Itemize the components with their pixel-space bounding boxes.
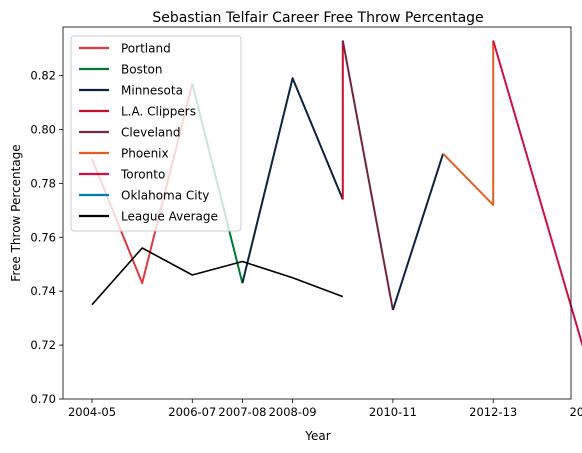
y-tick-label: 0.76 (30, 230, 56, 244)
legend-box (70, 35, 242, 232)
series-line-cleveland (341, 40, 394, 311)
legend: Portland Boston Minnesota L.A. Clippers Clev… (70, 35, 242, 232)
y-tick-label: 0.78 (30, 176, 56, 190)
legend-label: Minnesota (121, 84, 183, 98)
legend-label: Toronto (120, 168, 165, 182)
x-axis-label: Year (304, 429, 330, 443)
y-tick-label: 0.82 (30, 69, 56, 83)
x-tick-label: 2010-11 (369, 405, 417, 419)
series-line-phoenix (442, 40, 495, 206)
x-tick-label: 2008-09 (269, 405, 317, 419)
x-axis: 2004-05 2006-07 2007-08 2008-09 2010-11 2012-… (68, 399, 582, 419)
legend-label: Phoenix (121, 147, 169, 161)
series-line-toronto (492, 40, 582, 348)
series-line-minnesota (391, 153, 445, 311)
x-tick-label: 2006-07 (168, 405, 216, 419)
series-line-minnesota (241, 77, 344, 284)
legend-label: League Average (121, 210, 218, 224)
y-axis: 0.70 0.72 0.74 0.76 0.78 0.80 0.82 (30, 69, 63, 406)
y-tick-label: 0.80 (30, 122, 56, 136)
legend-label: Boston (121, 63, 162, 77)
legend-label: Portland (121, 42, 171, 56)
x-tick-label: 2014-15 (569, 405, 582, 419)
plot-frame (62, 26, 572, 400)
y-axis-label: Free Throw Percentage (9, 144, 23, 281)
legend-label: L.A. Clippers (121, 105, 196, 119)
legend-label: Oklahoma City (121, 189, 209, 203)
series-line-league-average (91, 247, 344, 306)
chart-title: Sebastian Telfair Career Free Throw Perc… (152, 10, 483, 26)
x-tick-label: 2012-13 (469, 405, 517, 419)
x-tick-label: 2004-05 (68, 405, 116, 419)
y-tick-label: 0.74 (30, 284, 56, 298)
y-tick-label: 0.70 (30, 392, 56, 406)
legend-label: Cleveland (121, 126, 181, 140)
x-tick-label: 2007-08 (218, 405, 266, 419)
y-tick-label: 0.72 (30, 338, 56, 352)
